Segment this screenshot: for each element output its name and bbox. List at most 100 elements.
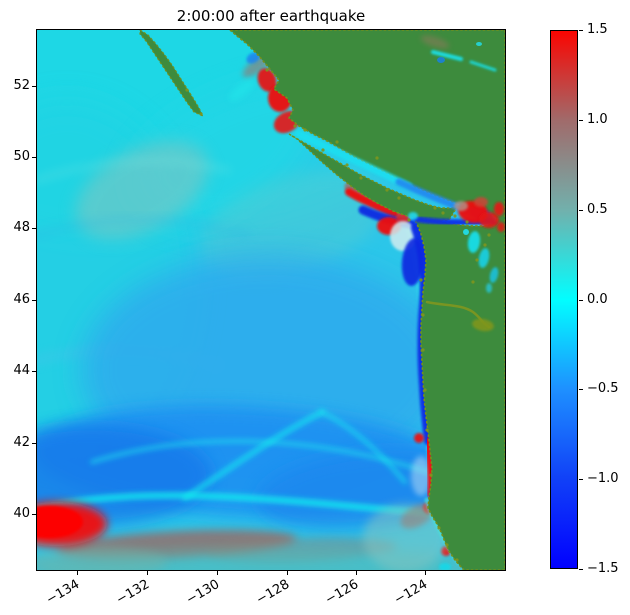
wave-feature: [497, 222, 505, 232]
wave-feature: [420, 35, 450, 49]
coast-speckle: [303, 128, 307, 132]
wave-front: [90, 439, 439, 477]
wave-feature: [479, 212, 499, 228]
y-tick-label: 40: [13, 506, 30, 521]
colorbar-tick-mark: [579, 479, 583, 481]
coast-speckle: [397, 196, 401, 200]
y-tick-mark: [32, 228, 36, 229]
wave-front: [295, 130, 413, 190]
wave-feature: [474, 197, 488, 207]
coast-speckle: [345, 163, 349, 167]
wave-front: [345, 188, 399, 218]
y-tick-mark: [32, 514, 36, 515]
land-mass: [139, 30, 205, 118]
colorbar-tick-label: 0.0: [587, 291, 608, 307]
wave-feature: [400, 503, 434, 529]
coast-speckle: [423, 388, 427, 392]
colorbar-tick-label: 1.0: [587, 111, 608, 127]
x-tick-label: −126: [323, 577, 362, 608]
x-tick-mark: [217, 571, 218, 575]
wave-feature: [486, 283, 492, 293]
coastline-speckles: [185, 68, 491, 562]
coast-speckle: [293, 124, 297, 128]
y-tick-label: 42: [13, 435, 30, 450]
wave-feature: [408, 212, 418, 220]
wave-feature: [229, 78, 255, 102]
coast-speckle: [429, 473, 433, 477]
wave-feature: [489, 267, 499, 283]
coast-speckle: [487, 233, 491, 237]
colorbar: [550, 30, 578, 569]
colorbar-tick-mark: [579, 119, 583, 121]
coast-speckle: [359, 176, 363, 180]
colorbar-tick-mark: [579, 569, 583, 570]
coast-speckle: [471, 280, 475, 284]
wave-feature: [401, 238, 425, 286]
coast-speckle: [185, 88, 189, 92]
y-tick-label: 48: [13, 220, 30, 235]
coast-speckle: [407, 218, 411, 222]
colorbar-tick-label: −1.5: [587, 561, 619, 576]
coast-speckle: [453, 214, 457, 218]
wave-feature: [37, 506, 83, 538]
wave-feature: [463, 229, 469, 235]
wave-feature: [478, 248, 490, 268]
y-tick-mark: [32, 371, 36, 372]
coast-speckle: [445, 543, 449, 547]
wave-feature: [476, 42, 482, 46]
coast-speckle: [265, 68, 269, 72]
wave-feature: [37, 547, 167, 570]
wave-feature: [257, 68, 277, 92]
y-tick-mark: [32, 300, 36, 301]
plot-title: 2:00:00 after earthquake: [176, 7, 366, 25]
coast-speckle: [475, 258, 479, 262]
coast-speckle: [375, 156, 379, 160]
coast-speckle: [385, 188, 389, 192]
coast-speckle: [437, 526, 441, 530]
coast-speckle: [335, 140, 339, 144]
x-tick-label: −134: [44, 577, 83, 608]
colorbar-tick-mark: [579, 299, 583, 301]
x-tick-mark: [425, 571, 426, 575]
x-tick-label: −130: [184, 577, 223, 608]
y-tick-mark: [32, 443, 36, 444]
wave-feature: [246, 52, 260, 64]
coast-speckle: [433, 206, 437, 210]
wave-feature: [411, 456, 431, 496]
coast-speckle: [441, 211, 445, 215]
colorbar-tick-label: −1.0: [587, 471, 619, 487]
x-tick-mark: [147, 571, 148, 575]
wave-front: [37, 157, 231, 184]
coast-speckle: [425, 428, 429, 432]
wave-front: [431, 50, 463, 61]
coast-speckle: [465, 220, 469, 224]
wave-feature: [439, 563, 451, 570]
plot-frame: [36, 29, 506, 571]
wave-feature: [494, 202, 504, 216]
wave-front: [182, 409, 325, 501]
colorbar-tick-label: 1.5: [587, 22, 608, 37]
wave-feature: [467, 231, 481, 253]
x-tick-label: −132: [114, 577, 153, 608]
coast-speckle: [421, 348, 425, 352]
y-tick-label: 52: [13, 78, 30, 93]
colorbar-tick-label: 0.5: [587, 201, 608, 217]
coast-speckle: [419, 278, 423, 282]
coast-speckle: [421, 313, 425, 317]
coast-speckle: [321, 148, 325, 152]
colorbar-tick-label: −0.5: [587, 381, 619, 397]
colorbar-tick-mark: [579, 389, 583, 391]
y-tick-label: 50: [13, 149, 30, 164]
wave-front: [37, 215, 252, 240]
wave-feature: [472, 318, 494, 332]
coast-speckle: [455, 558, 459, 562]
x-tick-mark: [287, 571, 288, 575]
x-tick-mark: [77, 571, 78, 575]
wave-feature: [200, 170, 384, 280]
wave-front: [320, 410, 407, 484]
heatmap-canvas: [37, 30, 505, 570]
x-tick-label: −124: [392, 577, 431, 608]
y-tick-label: 44: [13, 363, 30, 378]
colorbar-tick-mark: [579, 209, 583, 211]
coast-speckle: [199, 112, 203, 116]
